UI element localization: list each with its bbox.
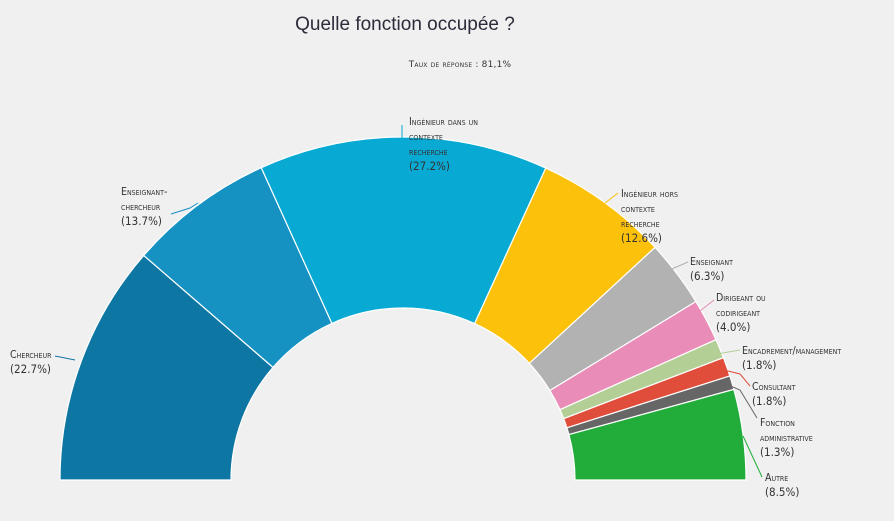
slice-category-label: Consultant [752, 381, 796, 393]
slice-label: Enseignant (6.3%) [690, 256, 733, 283]
slice-label: Dirigeant ou codirigeant (4.0%) [716, 292, 766, 334]
leader-line [170, 202, 199, 215]
slice-value-label: (13.7%) [121, 214, 162, 228]
slice-value-label: (22.7%) [10, 362, 51, 376]
slice-value-label: (8.5%) [765, 485, 799, 499]
leader-line [699, 299, 715, 312]
slice-category-label: contexte [621, 203, 655, 215]
slice-category-label: chercheur [121, 201, 161, 213]
slice-category-label: Fonction [760, 417, 795, 429]
slice-value-label: (1.3%) [760, 445, 794, 459]
leader-line [727, 384, 758, 419]
slice-category-label: Autre [765, 472, 788, 484]
slice-label: Autre (8.5%) [765, 472, 799, 499]
slice-label: Ingénieur dans un contexte recherche (27.2%… [409, 116, 478, 173]
slice-value-label: (6.3%) [690, 269, 724, 283]
slice-category-label: recherche [621, 218, 660, 230]
slice-label: Chercheur (22.7%) [10, 349, 52, 376]
leader-line [742, 435, 763, 478]
slice-value-label: (27.2%) [409, 159, 450, 173]
leader-line [666, 261, 689, 272]
pie-slice [568, 388, 747, 481]
slice-label: Ingénieur hors contexte recherche (12.6%) [621, 188, 678, 245]
slice-category-label: recherche [409, 146, 448, 158]
leader-line [54, 355, 76, 361]
slice-category-label: Encadrement/management [742, 345, 841, 357]
leader-line [716, 349, 741, 355]
chart-title: Quelle fonction occupée ? [295, 14, 515, 35]
slice-category-label: Ingénieur hors [621, 188, 678, 200]
slice-value-label: (12.6%) [621, 231, 662, 245]
slice-label: Enseignant-chercheur (13.7%) [121, 186, 167, 228]
slice-category-label: administrative [760, 432, 813, 444]
slice-label: Encadrement/management (1.8%) [742, 345, 841, 372]
slice-label: Consultant (1.8%) [752, 381, 796, 408]
slice-category-label: Chercheur [10, 349, 52, 361]
pie-slice [260, 136, 547, 325]
slice-category-label: Enseignant- [121, 186, 167, 198]
slice-label: Fonction administrative (1.3%) [760, 417, 813, 459]
slice-category-label: contexte [409, 131, 443, 143]
slice-category-label: Enseignant [690, 256, 733, 268]
slice-value-label: (1.8%) [742, 358, 776, 372]
slice-category-label: codirigeant [716, 307, 760, 319]
slice-category-label: Dirigeant ou [716, 292, 766, 304]
leader-line [604, 192, 619, 204]
leader-line [723, 369, 751, 387]
chart-subtitle: Taux de réponse : 81,1% [408, 60, 512, 70]
slice-category-label: Ingénieur dans un [409, 116, 478, 128]
slice-value-label: (1.8%) [752, 394, 786, 408]
slice-value-label: (4.0%) [716, 320, 750, 334]
